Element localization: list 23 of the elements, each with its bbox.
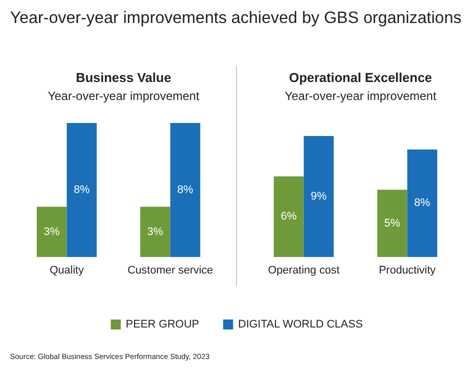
chart-title: Business Value xyxy=(76,70,172,85)
bar xyxy=(377,190,408,257)
bar xyxy=(304,136,334,257)
data-label: 6% xyxy=(280,210,297,223)
bar xyxy=(274,176,304,257)
data-label: 9% xyxy=(310,190,327,202)
data-label: 3% xyxy=(147,226,164,238)
legend-label: DIGITAL WORLD CLASS xyxy=(238,318,363,330)
data-label: 8% xyxy=(414,197,430,210)
legend-label: PEER GROUP xyxy=(126,318,200,330)
x-tick-label: Quality xyxy=(50,264,84,276)
x-tick-label: Operating cost xyxy=(268,264,340,276)
data-label: 3% xyxy=(44,226,60,238)
data-label: 5% xyxy=(384,217,400,230)
x-tick-label: Customer service xyxy=(127,264,214,276)
chart-subtitle: Year-over-year improvement xyxy=(48,89,200,103)
text: Year-over-year improvements achieved by GBS organizations xyxy=(10,9,462,28)
data-label: 8% xyxy=(74,184,90,196)
chart-subtitle: Year-over-year improvement xyxy=(284,89,437,103)
x-tick-label: Productivity xyxy=(378,264,436,276)
data-label: 8% xyxy=(177,184,194,196)
bar xyxy=(407,149,438,257)
chart-title: Operational Excellence xyxy=(288,70,432,85)
